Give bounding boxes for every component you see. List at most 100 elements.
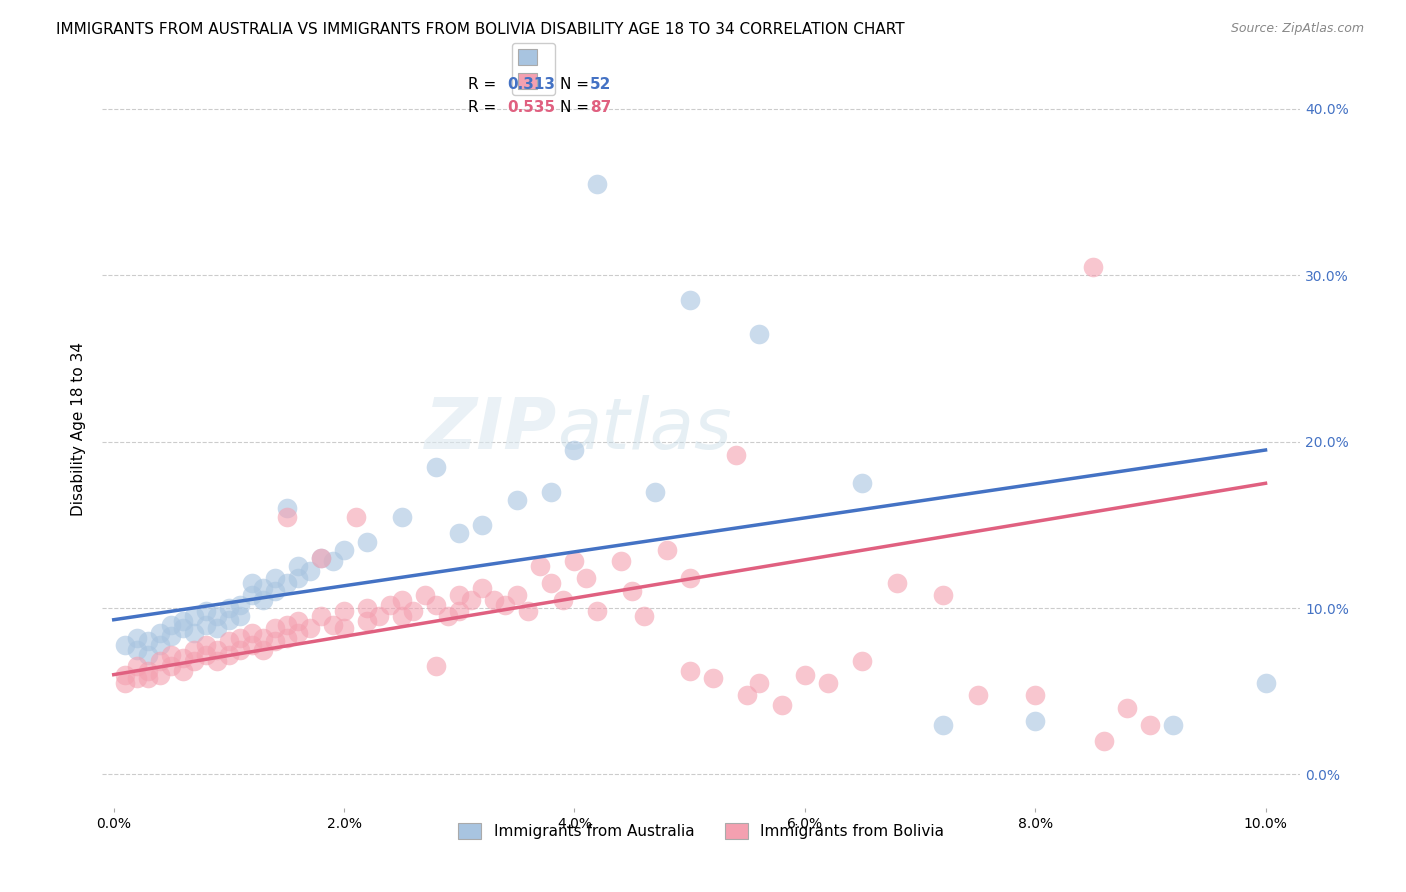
Point xyxy=(287,615,309,629)
Point xyxy=(333,621,356,635)
Point xyxy=(1254,676,1277,690)
Point xyxy=(136,665,159,679)
Text: atlas: atlas xyxy=(557,395,733,464)
Text: R =: R = xyxy=(468,100,501,115)
Point xyxy=(322,554,344,568)
Point xyxy=(966,688,988,702)
Point xyxy=(298,621,321,635)
Point xyxy=(114,676,136,690)
Point xyxy=(287,571,309,585)
Point xyxy=(1024,688,1046,702)
Text: 0.535: 0.535 xyxy=(508,100,555,115)
Point xyxy=(356,615,378,629)
Point xyxy=(540,484,562,499)
Point xyxy=(229,631,252,645)
Point xyxy=(471,517,494,532)
Point xyxy=(183,609,205,624)
Point xyxy=(264,571,287,585)
Point xyxy=(678,571,700,585)
Point xyxy=(655,542,678,557)
Point xyxy=(218,613,240,627)
Point xyxy=(160,659,183,673)
Point xyxy=(207,621,229,635)
Point xyxy=(149,626,172,640)
Point xyxy=(367,609,389,624)
Point xyxy=(125,671,148,685)
Point xyxy=(1092,734,1115,748)
Point xyxy=(172,651,194,665)
Point xyxy=(702,671,724,685)
Text: Source: ZipAtlas.com: Source: ZipAtlas.com xyxy=(1230,22,1364,36)
Point xyxy=(378,598,401,612)
Point xyxy=(172,665,194,679)
Point xyxy=(678,665,700,679)
Point xyxy=(287,626,309,640)
Point xyxy=(114,667,136,681)
Point xyxy=(276,501,298,516)
Text: N =: N = xyxy=(560,78,593,92)
Y-axis label: Disability Age 18 to 34: Disability Age 18 to 34 xyxy=(72,343,86,516)
Point xyxy=(494,598,516,612)
Point xyxy=(551,592,574,607)
Point xyxy=(136,634,159,648)
Point xyxy=(125,659,148,673)
Point xyxy=(276,509,298,524)
Point xyxy=(298,565,321,579)
Point xyxy=(413,588,436,602)
Point xyxy=(471,581,494,595)
Point xyxy=(540,576,562,591)
Point xyxy=(932,588,955,602)
Point xyxy=(1116,701,1139,715)
Point xyxy=(391,509,413,524)
Point xyxy=(194,604,217,618)
Text: 52: 52 xyxy=(589,78,612,92)
Point xyxy=(218,648,240,662)
Point xyxy=(264,634,287,648)
Point xyxy=(1163,717,1185,731)
Point xyxy=(851,476,873,491)
Point xyxy=(276,617,298,632)
Point xyxy=(817,676,839,690)
Point xyxy=(194,638,217,652)
Point xyxy=(183,654,205,668)
Point xyxy=(229,609,252,624)
Legend: Immigrants from Australia, Immigrants from Bolivia: Immigrants from Australia, Immigrants fr… xyxy=(453,817,950,846)
Point xyxy=(136,671,159,685)
Point xyxy=(264,584,287,599)
Point xyxy=(517,604,540,618)
Point xyxy=(748,676,770,690)
Point xyxy=(194,648,217,662)
Point xyxy=(333,542,356,557)
Point xyxy=(309,551,332,566)
Point xyxy=(425,659,447,673)
Point xyxy=(172,621,194,635)
Point xyxy=(425,598,447,612)
Point xyxy=(678,293,700,308)
Text: R =: R = xyxy=(468,78,501,92)
Point xyxy=(1024,714,1046,729)
Point xyxy=(172,615,194,629)
Point xyxy=(194,617,217,632)
Point xyxy=(506,588,529,602)
Point xyxy=(586,177,609,191)
Point xyxy=(252,631,274,645)
Point xyxy=(264,621,287,635)
Point xyxy=(160,617,183,632)
Point xyxy=(149,667,172,681)
Point xyxy=(309,609,332,624)
Point xyxy=(391,592,413,607)
Point xyxy=(183,642,205,657)
Point xyxy=(252,642,274,657)
Text: 0.313: 0.313 xyxy=(508,78,555,92)
Point xyxy=(183,626,205,640)
Point xyxy=(229,642,252,657)
Point xyxy=(160,648,183,662)
Text: 87: 87 xyxy=(589,100,612,115)
Point xyxy=(402,604,425,618)
Point xyxy=(356,534,378,549)
Point xyxy=(276,576,298,591)
Point xyxy=(449,604,471,618)
Point xyxy=(449,588,471,602)
Point xyxy=(644,484,666,499)
Point xyxy=(621,584,644,599)
